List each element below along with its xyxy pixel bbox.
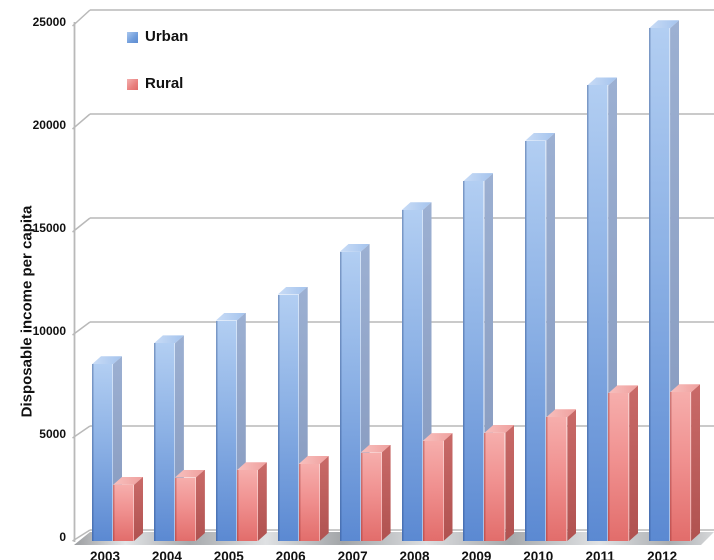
- bar-front-face: [236, 470, 258, 541]
- legend-swatch-urban-icon: [127, 31, 138, 43]
- tick-mark-25000: [71, 9, 91, 27]
- tick-mark-5000: [72, 425, 91, 439]
- x-tick-label-2011: 2011: [585, 549, 615, 560]
- x-tick-label-2006: 2006: [275, 549, 306, 560]
- tick-mark-0: [72, 529, 91, 542]
- bar-urban-2003: [92, 364, 113, 541]
- bar-front-face: [360, 452, 382, 541]
- x-tick-label-2008: 2008: [399, 549, 430, 560]
- bar-front-face: [525, 140, 547, 541]
- bar-front-face: [277, 294, 299, 541]
- bar-rural-2005: [236, 470, 258, 541]
- bar-front-face: [587, 85, 609, 541]
- bar-rural-2004: [174, 477, 196, 541]
- bar-urban-2009: [463, 181, 485, 541]
- x-tick-label-2003: 2003: [89, 549, 121, 560]
- bar-front-face: [422, 441, 444, 541]
- bar-urban-2007: [339, 251, 361, 541]
- y-tick-label-20000: 20000: [32, 118, 66, 132]
- bar-rural-2012: [670, 392, 692, 541]
- y-tick-label-0: 0: [59, 530, 66, 544]
- legend-swatch-rural-icon: [127, 78, 138, 90]
- bar-front-face: [670, 392, 692, 541]
- bar-rural-2007: [360, 452, 382, 541]
- bar-rural-2010: [546, 417, 568, 541]
- bar-front-face: [174, 477, 196, 541]
- bar-urban-2004: [153, 343, 175, 541]
- bar-rural-2011: [608, 393, 630, 541]
- tick-mark-20000: [72, 113, 91, 130]
- bar-front-face: [153, 343, 175, 541]
- y-tick-label-5000: 5000: [39, 427, 66, 441]
- bar-front-face: [401, 210, 423, 541]
- legend: Urban Rural: [127, 28, 188, 122]
- x-tick-label-2009: 2009: [461, 549, 492, 560]
- legend-item-rural: Rural: [127, 75, 188, 93]
- x-tick-label-2010: 2010: [523, 549, 554, 560]
- y-axis-title: Disposable income per capita: [18, 205, 36, 418]
- bar-rural-2006: [298, 464, 320, 541]
- bar-urban-2012: [649, 28, 671, 541]
- bar-front-face: [484, 432, 506, 541]
- bar-front-face: [608, 393, 630, 541]
- bar-urban-2011: [587, 85, 609, 541]
- bar-front-face: [113, 484, 134, 541]
- bar-urban-2008: [401, 210, 423, 541]
- bar-front-face: [298, 464, 320, 541]
- x-tick-label-2012: 2012: [647, 549, 678, 560]
- y-tick-label-25000: 25000: [32, 15, 66, 29]
- tick-mark-15000: [72, 217, 91, 233]
- bar-front-face: [463, 181, 485, 541]
- x-tick-label-2005: 2005: [213, 549, 244, 560]
- bar-front-face: [649, 28, 671, 541]
- bar-urban-2006: [277, 294, 299, 541]
- legend-item-urban: Urban: [127, 28, 188, 46]
- x-tick-label-2004: 2004: [151, 549, 182, 560]
- y-tick-label-10000: 10000: [32, 324, 66, 338]
- bar-rural-2008: [422, 441, 444, 541]
- bar-front-face: [546, 417, 568, 541]
- tick-mark-10000: [72, 321, 91, 336]
- bar-front-face: [339, 251, 361, 541]
- bar-rural-2009: [484, 432, 506, 541]
- legend-label-urban: Urban: [145, 28, 189, 45]
- bar-rural-2003: [113, 484, 134, 541]
- bar-front-face: [215, 320, 237, 541]
- legend-label-rural: Rural: [145, 75, 184, 92]
- bar-urban-2005: [215, 320, 237, 541]
- y-tick-label-15000: 15000: [32, 221, 66, 235]
- x-tick-label-2007: 2007: [337, 549, 368, 560]
- bar-urban-2010: [525, 140, 547, 541]
- bar-front-face: [92, 364, 113, 541]
